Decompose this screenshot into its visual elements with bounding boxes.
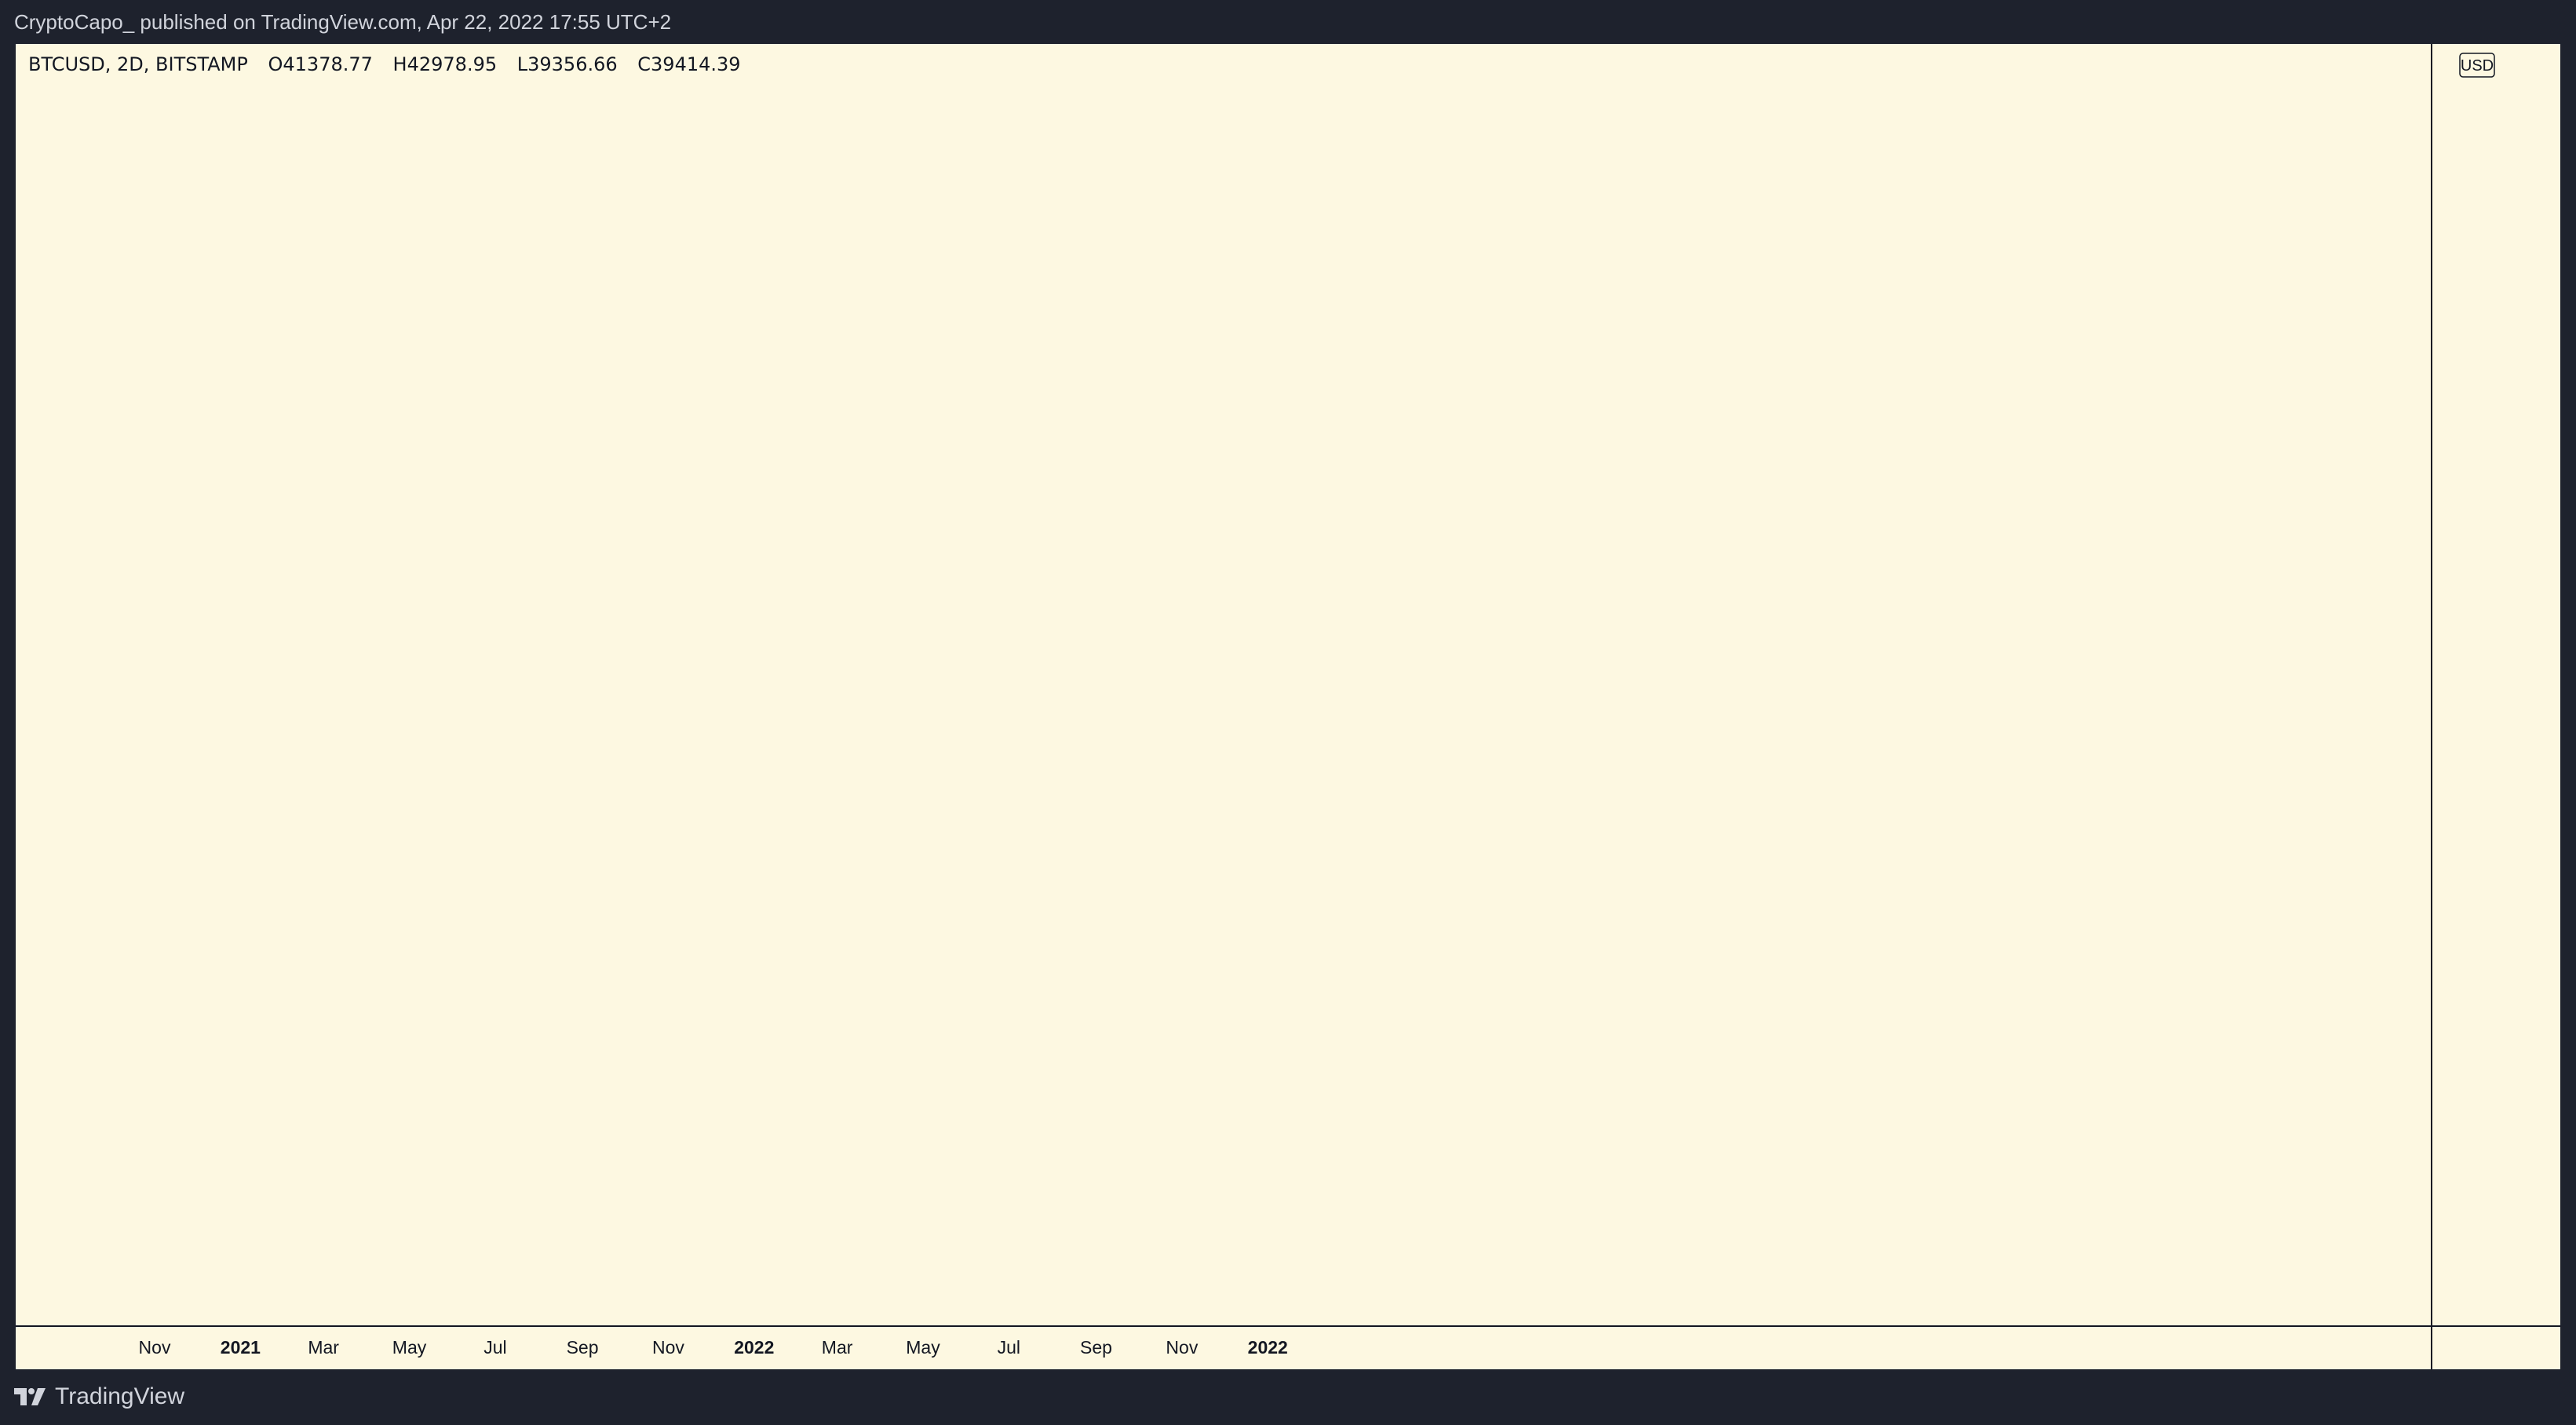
time-tick-label: Jul bbox=[998, 1337, 1020, 1358]
publish-header: CryptoCapo_ published on TradingView.com… bbox=[0, 0, 2576, 44]
time-tick-label: Jul bbox=[483, 1337, 506, 1358]
time-tick-label: Mar bbox=[822, 1337, 853, 1358]
time-tick-label: 2021 bbox=[221, 1337, 261, 1358]
chart-pane[interactable]: USD21864.8639414.3908:04:43Nov2021MarMay… bbox=[16, 44, 2560, 1369]
ohlc-high: H42978.95 bbox=[392, 53, 498, 75]
footer-bar: TradingView bbox=[0, 1369, 2576, 1425]
ohlc-low: L39356.66 bbox=[516, 53, 618, 75]
symbol-info: BTCUSD, 2D, BITSTAMP O41378.77 H42978.95… bbox=[28, 53, 755, 75]
time-tick-label: 2022 bbox=[1248, 1337, 1288, 1358]
chart-background bbox=[16, 44, 2560, 1369]
time-tick-label: Nov bbox=[652, 1337, 684, 1358]
ohlc-close: C39414.39 bbox=[637, 53, 741, 75]
time-tick-label: May bbox=[906, 1337, 940, 1358]
time-tick-label: 2022 bbox=[734, 1337, 774, 1358]
time-tick-label: Nov bbox=[1166, 1337, 1198, 1358]
currency-unit-label: USD bbox=[2461, 57, 2494, 75]
currency-unit-box[interactable] bbox=[2459, 53, 2495, 78]
ohlc-open: O41378.77 bbox=[268, 53, 373, 75]
time-tick-label: Nov bbox=[139, 1337, 171, 1358]
time-tick-label: May bbox=[392, 1337, 427, 1358]
tradingview-logo-icon bbox=[14, 1388, 46, 1405]
tradingview-brand[interactable]: TradingView bbox=[14, 1383, 184, 1410]
publish-info: CryptoCapo_ published on TradingView.com… bbox=[14, 10, 672, 34]
price-chart[interactable]: USD21864.8639414.3908:04:43Nov2021MarMay… bbox=[16, 44, 2560, 1369]
symbol-name: BTCUSD, 2D, BITSTAMP bbox=[28, 53, 248, 75]
time-tick-label: Sep bbox=[567, 1337, 599, 1358]
time-tick-label: Sep bbox=[1080, 1337, 1112, 1358]
time-tick-label: Mar bbox=[308, 1337, 339, 1358]
brand-name: TradingView bbox=[55, 1383, 185, 1409]
